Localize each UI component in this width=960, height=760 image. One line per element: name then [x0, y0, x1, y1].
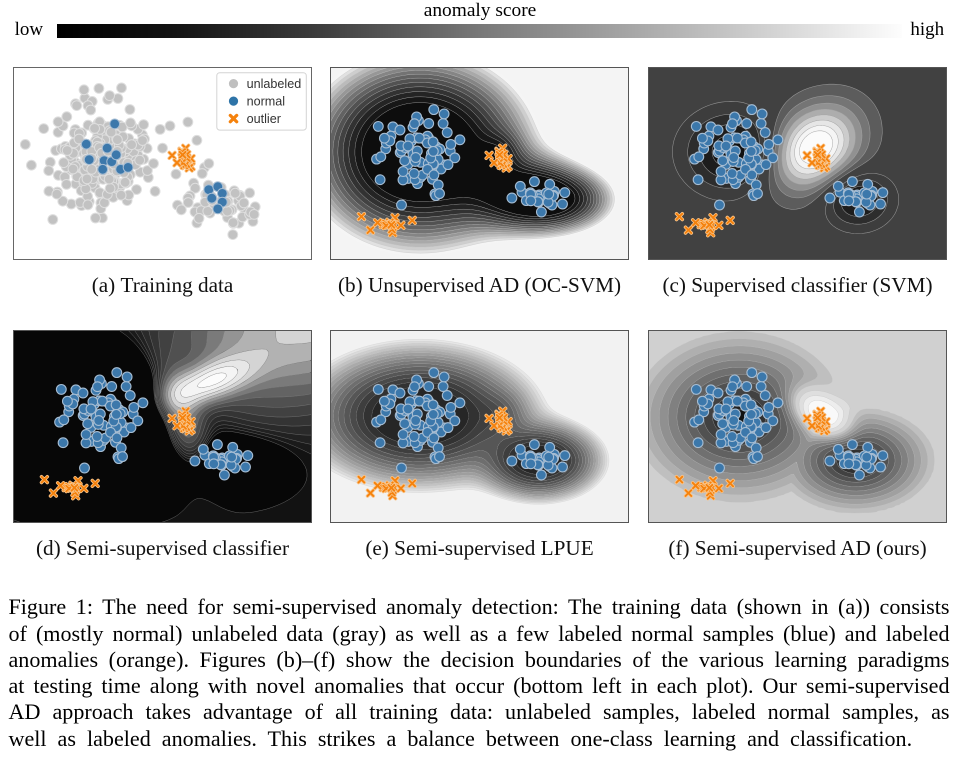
svg-text:unlabeled: unlabeled: [247, 77, 302, 91]
svg-text:outlier: outlier: [247, 112, 281, 126]
svg-text:normal: normal: [247, 95, 286, 109]
